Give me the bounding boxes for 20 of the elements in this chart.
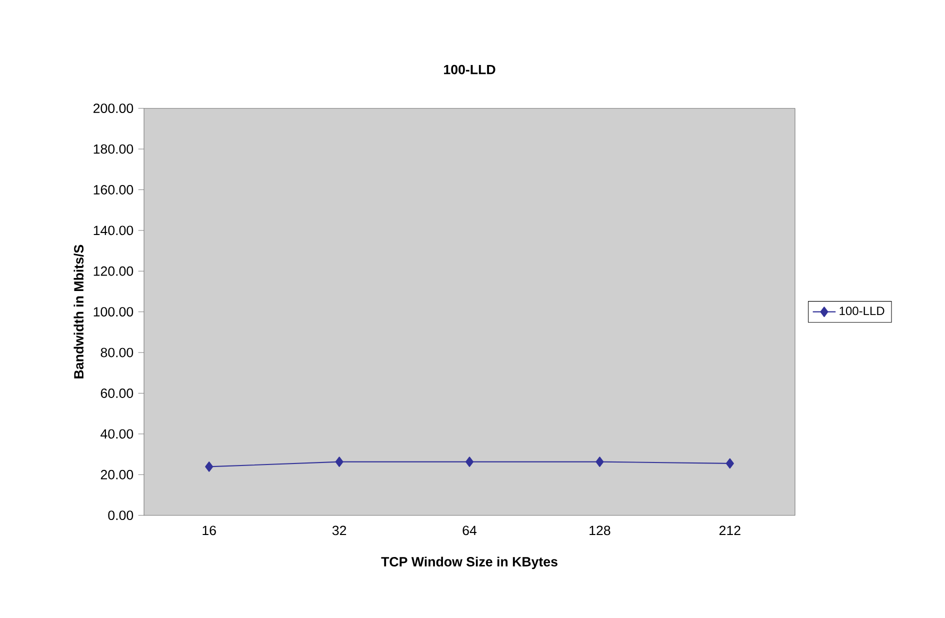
x-tick-label: 212 — [719, 526, 740, 536]
y-tick-label: 40.00 — [100, 429, 134, 439]
y-tick-label: 180.00 — [94, 144, 134, 154]
y-tick-label: 140.00 — [94, 226, 134, 236]
x-tick-label: 32 — [332, 526, 346, 536]
chart-title: 100-LLD — [444, 64, 496, 74]
y-tick-label: 60.00 — [100, 388, 134, 398]
legend-label: 100-LLD — [840, 306, 884, 316]
y-tick-label: 160.00 — [94, 185, 134, 194]
x-axis-title: TCP Window Size in KBytes — [381, 556, 558, 570]
x-tick-label: 128 — [590, 526, 610, 536]
y-tick-label: 80.00 — [100, 348, 134, 358]
y-tick-label: 0.00 — [108, 510, 134, 520]
y-tick-label: 20.00 — [100, 470, 134, 480]
x-tick-label: 16 — [202, 526, 216, 536]
y-axis-title: Bandwidth in Mbits/S — [74, 244, 84, 378]
y-tick-label: 100.00 — [94, 307, 134, 317]
y-tick-label: 200.00 — [93, 104, 134, 114]
x-tick-label: 64 — [462, 526, 477, 536]
y-tick-label: 120.00 — [94, 266, 134, 276]
